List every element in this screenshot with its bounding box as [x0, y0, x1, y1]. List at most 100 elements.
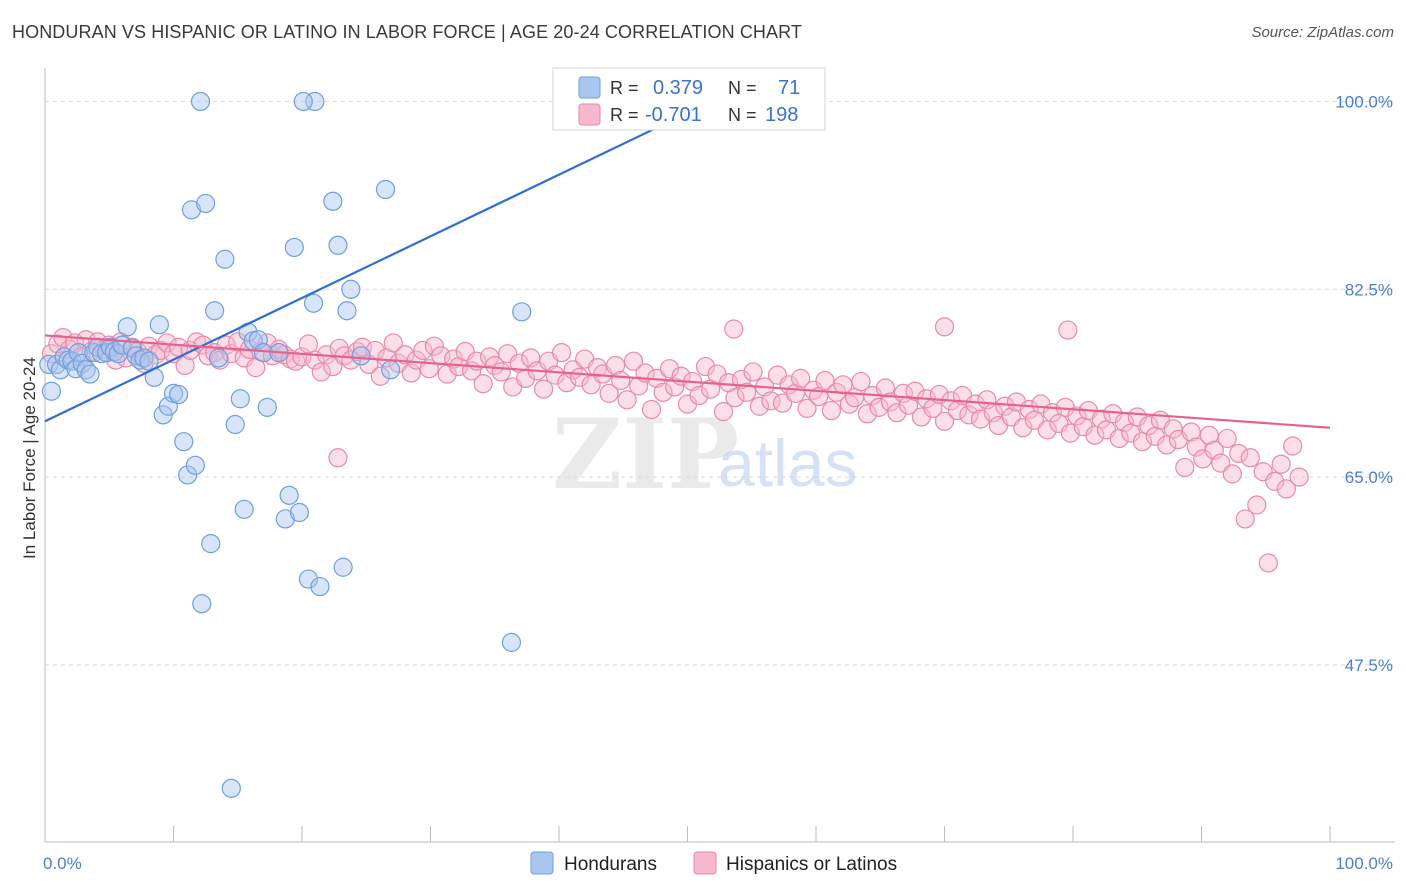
honduran-point-55	[289, 502, 310, 523]
hispanic-point-134	[839, 394, 860, 414]
hispanic-point-211	[724, 319, 744, 339]
hispanic-point-86	[551, 343, 572, 363]
hispanic-point-96	[611, 370, 631, 391]
hispanic-point-190	[1175, 457, 1195, 478]
honduran-point-53	[279, 485, 299, 505]
hispanic-point-209	[1289, 467, 1309, 487]
hispanic-point-121	[761, 391, 781, 411]
honduran-point-24	[134, 348, 154, 368]
hispanic-point-118	[743, 362, 763, 382]
hispanic-point-130	[815, 370, 835, 391]
honduran-point-60	[328, 235, 348, 255]
source-label: Source: ZipAtlas.com	[1251, 24, 1394, 41]
hispanic-point-131	[821, 400, 842, 421]
hispanic-point-97	[617, 390, 637, 410]
hispanic-point-58	[383, 333, 403, 353]
honduran-point-68	[512, 302, 532, 322]
hispanic-point-213	[934, 317, 955, 337]
honduran-point-8	[68, 343, 89, 363]
legend-label-hondurans: Hondurans	[564, 854, 657, 875]
honduran-point-67	[501, 632, 522, 652]
legend-swatch-hispanics	[693, 851, 717, 875]
honduran-point-44	[230, 389, 250, 409]
hispanic-point-154	[959, 405, 979, 425]
honduran-point-36	[192, 594, 212, 614]
y-tick-label-0: 47.5%	[1345, 656, 1393, 675]
honduran-point-71	[293, 91, 313, 112]
hispanic-point-46	[311, 362, 331, 382]
hispanic-point-65	[424, 336, 444, 356]
hispanic-point-184	[1139, 415, 1159, 436]
x-tick-labels: 0.0% 100.0%	[43, 854, 1393, 873]
hispanic-point-202	[1247, 495, 1267, 515]
hispanic-point-208	[1283, 436, 1303, 456]
honduran-point-56	[298, 569, 319, 589]
x-tick-label-0: 0.0%	[43, 854, 82, 873]
hispanic-point-119	[749, 396, 770, 416]
legend-swatch-hondurans	[530, 851, 554, 875]
honduran-point-42	[221, 778, 241, 798]
hispanic-point-201	[1240, 448, 1260, 468]
legend-top-n-value-hondurans: 71	[778, 77, 800, 99]
hispanic-point-199	[1229, 443, 1249, 464]
honduran-point-52	[275, 509, 295, 529]
hispanic-point-113	[713, 402, 734, 422]
hondurans-trend-line	[44, 81, 753, 423]
hispanics-trend-line	[44, 334, 1331, 429]
hispanic-point-176	[1091, 409, 1111, 429]
hispanic-point-207	[1276, 479, 1296, 499]
honduran-point-45	[234, 499, 254, 519]
legend-top-n-label-hondurans: N =	[728, 78, 757, 98]
honduran-point-62	[337, 301, 357, 321]
hispanic-point-44	[298, 334, 319, 354]
hispanic-point-200	[1235, 509, 1255, 529]
hispanic-point-76	[491, 362, 511, 382]
honduran-point-65	[375, 179, 396, 200]
legend-top-swatch-hispanics	[578, 103, 601, 126]
honduran-point-31	[169, 384, 189, 405]
hispanic-point-212	[1058, 320, 1078, 340]
axes	[44, 68, 1395, 843]
hispanic-point-144	[898, 395, 919, 415]
honduran-point-63	[341, 279, 361, 299]
hispanic-point-73	[473, 374, 493, 394]
hispanic-point-167	[1037, 420, 1057, 440]
honduran-point-59	[323, 191, 343, 211]
honduran-point-70	[190, 91, 211, 112]
legend-label-hispanics: Hispanics or Latinos	[726, 854, 897, 875]
y-tick-label-2: 82.5%	[1345, 280, 1393, 299]
legend-top-swatch-hondurans	[578, 76, 601, 99]
honduran-point-38	[201, 534, 221, 554]
y-tick-label-3: 100.0%	[1335, 92, 1393, 111]
honduran-point-66	[381, 360, 401, 380]
hispanic-point-155	[965, 394, 985, 414]
hispanic-point-136	[851, 371, 871, 392]
legend-bottom: Hondurans Hispanics or Latinos	[530, 851, 897, 875]
legend-top-n-label-hispanics: N =	[728, 105, 757, 125]
y-tick-label-1: 65.0%	[1345, 468, 1393, 487]
trend-lines	[44, 81, 1331, 429]
honduran-point-61	[333, 557, 353, 577]
honduran-point-54	[284, 237, 304, 258]
honduran-point-37	[196, 193, 216, 214]
honduran-point-2	[46, 354, 67, 375]
honduran-point-40	[208, 348, 229, 368]
honduran-point-69	[305, 91, 325, 112]
hispanic-point-172	[1067, 406, 1087, 426]
honduran-point-41	[215, 249, 235, 269]
honduran-point-32	[174, 432, 194, 452]
hispanic-point-104	[659, 359, 680, 379]
hispanic-point-150	[934, 411, 955, 431]
hispanic-point-210	[328, 448, 348, 468]
legend-top: R = 0.379 N = 71 R = -0.701 N = 198	[552, 67, 826, 131]
legend-top-r-label-hispanics: R =	[610, 105, 639, 125]
hispanic-point-56	[370, 366, 390, 386]
hispanic-point-98	[623, 351, 644, 371]
hispanic-point-60	[395, 345, 415, 365]
series-hondurans	[39, 91, 532, 798]
watermark-atlas: atlas	[718, 426, 857, 500]
honduran-point-34	[181, 200, 202, 220]
hispanic-point-206	[1271, 454, 1291, 474]
hispanic-point-105	[665, 377, 685, 397]
